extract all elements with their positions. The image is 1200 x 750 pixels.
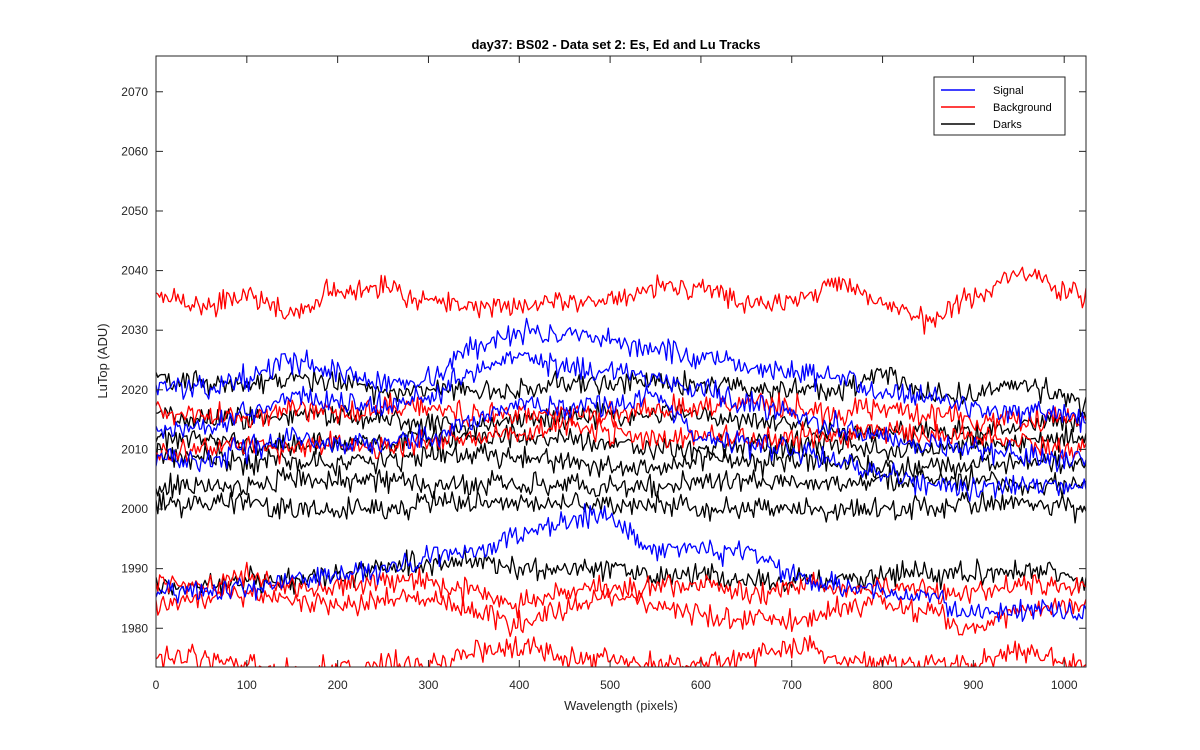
series-line-background-8 xyxy=(156,580,1086,638)
legend-label-darks: Darks xyxy=(993,119,1022,131)
y-tick-label: 2010 xyxy=(121,442,148,456)
series-line-darks-15 xyxy=(156,489,1086,524)
y-tick-label: 2030 xyxy=(121,323,148,337)
y-axis-ticks: 1980 1990 2000 2010 2020 2030 2040 2050 2060 2070 xyxy=(121,85,1086,635)
x-tick-label: 500 xyxy=(600,678,620,692)
x-tick-label: 100 xyxy=(237,678,257,692)
legend: Signal Background Darks xyxy=(933,76,1066,136)
plot-area-border xyxy=(155,55,1087,668)
series-line-signal-0 xyxy=(156,317,1086,433)
x-tick-label: 400 xyxy=(509,678,529,692)
x-tick-label: 1000 xyxy=(1051,678,1078,692)
y-tick-label: 2020 xyxy=(121,383,148,397)
series-line-background-4 xyxy=(156,266,1086,335)
x-tick-label: 0 xyxy=(153,678,160,692)
x-tick-label: 200 xyxy=(328,678,348,692)
series-line-signal-2 xyxy=(156,385,1086,502)
x-tick-label: 600 xyxy=(691,678,711,692)
y-tick-label: 2040 xyxy=(121,264,148,278)
x-tick-label: 700 xyxy=(782,678,802,692)
x-tick-label: 800 xyxy=(873,678,893,692)
x-axis-ticks: 0 100 200 300 400 500 600 700 800 900 1000 xyxy=(153,56,1078,692)
x-tick-label: 300 xyxy=(418,678,438,692)
y-tick-label: 1980 xyxy=(121,621,148,635)
legend-box xyxy=(933,76,1066,136)
series-line-background-5 xyxy=(156,392,1086,436)
series-line-background-7 xyxy=(156,561,1086,619)
y-tick-label: 2060 xyxy=(121,144,148,158)
series-line-darks-13 xyxy=(156,439,1086,480)
y-tick-label: 2000 xyxy=(121,502,148,516)
y-tick-label: 2070 xyxy=(121,85,148,99)
legend-label-signal: Signal xyxy=(993,85,1024,97)
y-axis-label: LuTop (ADU) xyxy=(95,323,110,398)
x-axis-label: Wavelength (pixels) xyxy=(564,698,678,713)
series-line-signal-3 xyxy=(156,503,1086,623)
series-line-background-9 xyxy=(156,635,1086,667)
y-tick-label: 1990 xyxy=(121,562,148,576)
chart-title: day37: BS02 - Data set 2: Es, Ed and Lu … xyxy=(471,37,760,52)
series-lines xyxy=(156,266,1086,667)
series-line-signal-1 xyxy=(156,350,1086,473)
series-line-darks-14 xyxy=(156,464,1086,499)
series-line-darks-16 xyxy=(156,549,1086,596)
legend-label-background: Background xyxy=(993,102,1052,114)
y-tick-label: 2050 xyxy=(121,204,148,218)
series-line-darks-11 xyxy=(156,401,1086,446)
x-tick-label: 900 xyxy=(963,678,983,692)
series-line-darks-10 xyxy=(156,366,1086,416)
